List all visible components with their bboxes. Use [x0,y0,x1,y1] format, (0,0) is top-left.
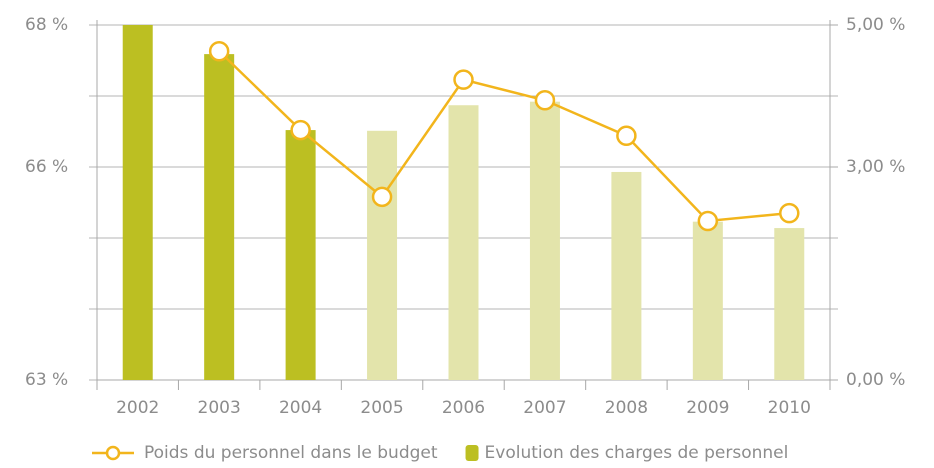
y2-tick-label: 5,00 % [846,15,905,35]
line-marker [208,41,230,62]
x-tick-label: 2002 [116,398,159,418]
x-tick-label: 2007 [523,398,566,418]
bar [367,130,398,380]
line-marker [616,125,637,147]
bar [774,228,805,380]
y2-tick-label: 0,00 % [846,370,905,390]
line-marker [371,186,393,208]
y2-tick-label: 3,00 % [846,157,905,177]
x-tick-label: 2006 [442,398,485,418]
legend-marker [105,445,121,461]
x-tick-label: 2005 [360,398,403,418]
bar [692,221,723,380]
bar [448,105,479,380]
legend-label: Evolution des charges de personnel [485,443,789,463]
line-marker [697,210,719,232]
bar [611,171,642,380]
bar [204,54,235,381]
x-tick-label: 2009 [686,398,729,418]
x-tick-label: 2008 [605,398,648,418]
line-marker [453,69,474,90]
bar [122,25,153,380]
line [218,50,790,223]
y-tick-label: 63 % [25,370,68,390]
x-tick-label: 2003 [198,398,241,418]
line-marker [290,119,311,141]
y-tick-label: 68 % [25,15,68,35]
legend-label: Poids du personnel dans le budget [144,443,438,463]
bar [529,101,560,381]
x-tick-label: 2004 [279,398,322,418]
line-marker [779,202,800,224]
x-tick-label: 2010 [768,398,811,418]
line-marker [534,90,556,111]
bar [285,130,316,380]
legend-swatch [465,445,479,461]
y-tick-label: 66 % [25,157,68,177]
